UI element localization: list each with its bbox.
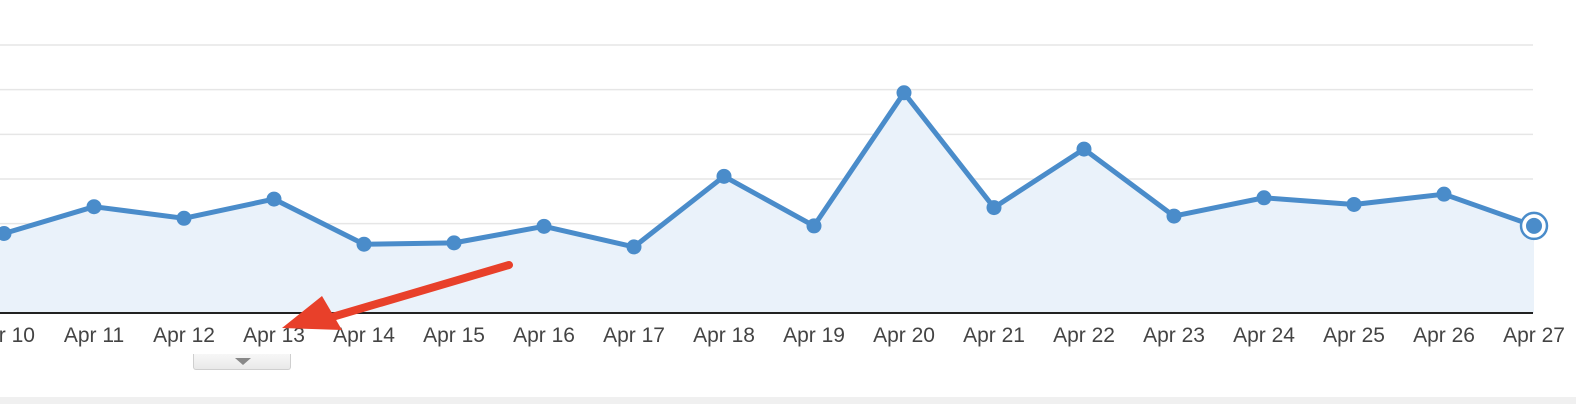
annotation-arrow-shaft [318,261,513,324]
x-tick-label: Apr 13 [243,324,305,347]
x-tick-label: Apr 24 [1233,324,1295,347]
series-point[interactable] [806,218,822,234]
x-tick-label: Apr 14 [333,324,395,347]
series-point[interactable] [1076,141,1092,157]
collapse-toggle-button[interactable] [193,354,291,370]
x-tick-label: Apr 16 [513,324,575,347]
series-point[interactable] [1436,186,1452,202]
series-point[interactable] [536,218,552,234]
x-tick-label: Apr 27 [1503,324,1565,347]
x-tick-label: Apr 22 [1053,324,1115,347]
triangle-down-icon [235,358,251,365]
series-point[interactable] [1346,196,1362,212]
x-tick-label: Apr 15 [423,324,485,347]
x-tick-label: Apr 25 [1323,324,1385,347]
series-point[interactable] [626,239,642,255]
x-tick-label: Apr 10 [0,324,35,347]
series-points [0,85,1549,255]
x-tick-label: Apr 11 [64,324,124,347]
series-point[interactable] [1256,190,1272,206]
x-tick-label: Apr 23 [1143,324,1205,347]
series-point[interactable] [986,200,1002,216]
x-tick-label: Apr 26 [1413,324,1475,347]
x-tick-label: Apr 12 [153,324,215,347]
series-area-fill [0,92,1534,313]
series-point[interactable] [356,236,372,252]
series-point[interactable] [1166,208,1182,224]
series-point[interactable] [176,210,192,226]
x-tick-label: Apr 17 [603,324,665,347]
series-point[interactable] [86,199,102,215]
series-point[interactable] [0,225,12,241]
x-axis-tick-labels: Apr 10 Apr 11 Apr 12 Apr 13 Apr 14 Apr 15 Apr … [0,324,1565,347]
x-tick-label: Apr 21 [963,324,1025,347]
series-point[interactable] [266,191,282,207]
x-tick-label: Apr 19 [783,324,845,347]
bottom-band [0,397,1576,404]
series-point[interactable] [896,85,912,101]
x-tick-label: Apr 18 [693,324,755,347]
annotation-arrow [282,261,513,330]
series-point[interactable] [446,235,462,251]
annotation-arrow-head [282,296,342,330]
series-point[interactable] [1526,217,1542,234]
x-tick-label: Apr 20 [873,324,935,347]
series-point[interactable] [716,168,732,184]
